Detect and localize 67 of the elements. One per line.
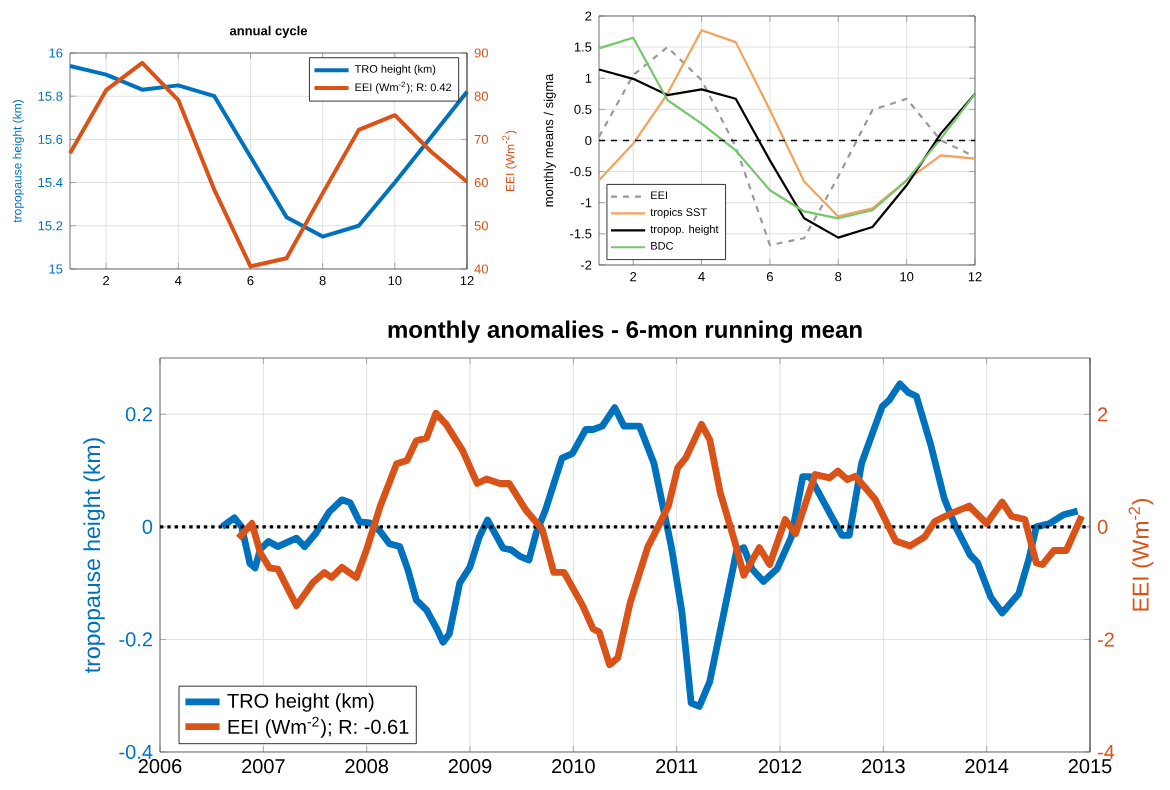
x-tick-label: 6 bbox=[247, 276, 254, 286]
legend-label: EEI (Wm$^{-2}$); R: 0.42 bbox=[355, 81, 452, 94]
y-tick-label: 0 bbox=[142, 519, 153, 534]
y-tick-label: 15.4 bbox=[38, 178, 63, 188]
x-tick-label: 2009 bbox=[448, 759, 492, 774]
y-axis-title: tropopause height (km) bbox=[12, 100, 24, 223]
y2-tick-label: -4 bbox=[1097, 745, 1115, 759]
y-axis-title: tropopause height (km) bbox=[83, 438, 105, 673]
y-tick-label: 15.2 bbox=[38, 221, 63, 231]
x-tick-label: 2011 bbox=[656, 759, 698, 774]
y-tick-label: 15.8 bbox=[38, 91, 63, 101]
chart-title: annual cycle bbox=[229, 25, 308, 38]
y-tick-label: -0.4 bbox=[119, 744, 153, 760]
y-tick-label: 15 bbox=[49, 264, 63, 274]
x-tick-label: 12 bbox=[968, 272, 982, 282]
y2-tick-label: 90 bbox=[474, 48, 489, 58]
x-tick-label: 2008 bbox=[345, 759, 389, 774]
x-tick-label: 2 bbox=[630, 272, 637, 282]
y-tick-label: -2 bbox=[580, 260, 592, 270]
y2-axis-title: EEI (Wm$^{-2}$) bbox=[502, 130, 517, 191]
legend-label: tropics SST bbox=[650, 207, 707, 219]
y-tick-label: -0.5 bbox=[570, 167, 592, 177]
y2-tick-label: 80 bbox=[474, 91, 489, 101]
chart-title: monthly anomalies - 6-mon running mean bbox=[388, 320, 862, 343]
y-tick-label: 0.5 bbox=[574, 104, 592, 114]
x-tick-label: 12 bbox=[460, 276, 474, 286]
x-tick-label: 2 bbox=[103, 276, 110, 286]
x-tick-label: 2013 bbox=[862, 759, 905, 774]
legend-label: BDC bbox=[651, 241, 674, 250]
x-tick-label: 6 bbox=[766, 272, 773, 282]
y-tick-label: -1.5 bbox=[570, 229, 592, 239]
line-series bbox=[68, 60, 470, 269]
y-tick-label: 15.6 bbox=[38, 134, 63, 144]
y2-tick-label: 50 bbox=[474, 221, 489, 231]
y-tick-label: -0.2 bbox=[119, 632, 152, 647]
legend-label: TRO height (km) bbox=[227, 693, 374, 712]
y2-tick-label: 0 bbox=[1097, 519, 1108, 534]
x-tick-label: 2010 bbox=[552, 759, 595, 774]
x-tick-label: 4 bbox=[174, 276, 182, 285]
y2-tick-label: 2 bbox=[1098, 407, 1108, 422]
y-tick-label: 0 bbox=[585, 135, 592, 146]
y-tick-label: 1 bbox=[585, 73, 592, 83]
y-tick-label: -1 bbox=[580, 198, 592, 208]
x-tick-label: 2015 bbox=[1068, 759, 1112, 774]
legend-label: tropop. height bbox=[650, 224, 719, 236]
y-tick-label: 16 bbox=[49, 48, 63, 58]
y2-tick-label: 70 bbox=[474, 134, 489, 144]
y-axis-title: monthly means / sigma bbox=[543, 73, 556, 207]
y-tick-label: 2 bbox=[585, 11, 592, 21]
x-tick-label: 10 bbox=[388, 276, 402, 286]
x-tick-label: 8 bbox=[319, 276, 326, 286]
legend-label: EEI (Wm$^{-2}$); R: -0.61 bbox=[228, 716, 409, 738]
legend-label: TRO height (km) bbox=[354, 64, 436, 75]
y2-tick-label: -2 bbox=[1097, 632, 1114, 647]
x-tick-label: 2014 bbox=[965, 759, 1009, 774]
x-tick-label: 8 bbox=[835, 272, 842, 282]
y-tick-label: 1.5 bbox=[574, 42, 592, 52]
y-tick-label: 0.2 bbox=[125, 407, 152, 422]
x-tick-label: 2007 bbox=[242, 759, 285, 774]
legend-label: EEI bbox=[651, 191, 667, 199]
y2-tick-label: 60 bbox=[474, 178, 489, 188]
y2-axis-title: EEI (Wm$^{-2}$) bbox=[1128, 498, 1154, 611]
y2-tick-label: 40 bbox=[474, 264, 489, 274]
x-tick-label: 4 bbox=[698, 272, 705, 281]
x-tick-label: 2012 bbox=[758, 759, 802, 774]
x-tick-label: 10 bbox=[900, 272, 914, 282]
x-tick-label: 2006 bbox=[138, 759, 182, 774]
